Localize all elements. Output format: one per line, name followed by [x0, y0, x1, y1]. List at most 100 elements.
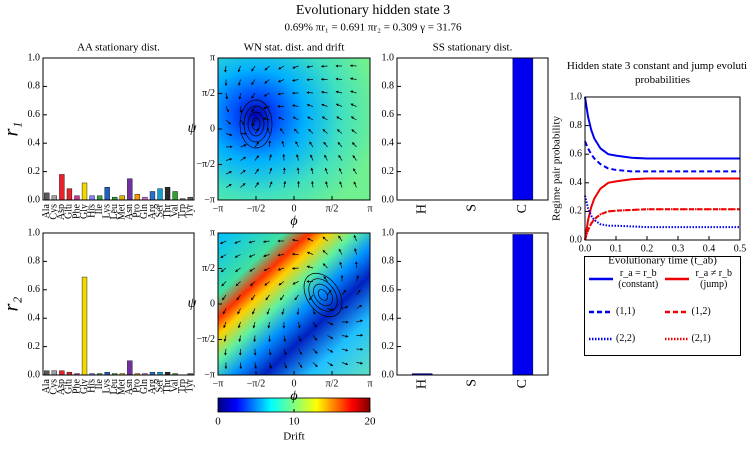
- quiver-arrow: [265, 294, 270, 301]
- quiver-arrow: [309, 294, 314, 301]
- x-tick-label: Ala: [41, 203, 52, 218]
- quiver-arrow: [264, 65, 270, 71]
- quiver-arrow: [283, 335, 287, 343]
- y-tick-label: 0.8: [382, 81, 395, 92]
- bar: [172, 191, 178, 201]
- bar: [157, 188, 163, 201]
- quiver-arrow: [341, 305, 349, 309]
- quiver-arrow: [291, 78, 299, 82]
- quiver-arrow: [307, 116, 314, 121]
- x-tick-label: Cys: [49, 379, 60, 395]
- y-tick-label: 1.0: [28, 227, 41, 238]
- y-tick-label: π: [210, 52, 215, 63]
- x-tick-label: Cys: [49, 204, 60, 220]
- quiver-arrow: [268, 348, 272, 356]
- x-tick-label: Glu: [64, 204, 75, 219]
- chart-title: WN stat. dist. and drift: [244, 42, 345, 54]
- legend-swatch: [589, 337, 613, 340]
- y-axis-label: Regime pair probability: [551, 115, 563, 221]
- x-tick-label: Trp: [177, 204, 188, 218]
- x-tick-label: S: [465, 204, 480, 212]
- y-tick-label: 0.4: [570, 177, 583, 188]
- quiver-arrow: [254, 128, 260, 134]
- x-tick-label: Ser: [154, 378, 165, 392]
- y-tick-label: 0.4: [382, 137, 395, 148]
- quiver-arrow: [251, 65, 256, 72]
- quiver-arrow: [341, 334, 349, 338]
- heatmap: [218, 233, 370, 375]
- colorbar-tick-label: 10: [289, 416, 301, 428]
- y-axis-label: ψ: [188, 121, 197, 136]
- axes-frame: [396, 57, 549, 201]
- quiver-arrow: [266, 127, 270, 134]
- quiver-arrow: [248, 254, 256, 258]
- quiver-arrow: [269, 181, 273, 188]
- y-tick-label: 1.0: [382, 227, 395, 238]
- quiver-arrow: [263, 106, 270, 110]
- quiver-arrow: [338, 248, 343, 255]
- x-tick-label: π: [367, 203, 372, 214]
- bar: [127, 178, 133, 201]
- quiver-arrow: [296, 167, 300, 175]
- quiver-arrow: [254, 141, 260, 148]
- x-tick-label: Ile: [94, 378, 105, 389]
- bar: [81, 276, 88, 376]
- x-tick-label: Asp: [56, 379, 67, 395]
- legend-entry: (1,1): [589, 300, 661, 323]
- legend-swatch: [664, 277, 689, 281]
- legend-label: (2,2): [616, 333, 636, 344]
- legend-entry: r_a = r_b (constant): [589, 262, 661, 296]
- quiver-arrow: [235, 267, 241, 272]
- y-tick-label: 0.4: [28, 137, 41, 148]
- bar: [104, 187, 110, 201]
- quiver-arrow: [262, 240, 270, 243]
- quiver-arrow: [339, 181, 343, 188]
- legend-entry: (2,2): [589, 327, 661, 350]
- quiver-arrow: [237, 308, 241, 315]
- legend-entry: (2,1): [664, 327, 737, 350]
- y-tick-label: 0.6: [28, 284, 41, 295]
- x-tick-label: Ala: [41, 378, 52, 393]
- quiver-arrow: [310, 154, 314, 161]
- x-tick-label: Asp: [56, 204, 67, 220]
- bar: [89, 195, 95, 201]
- quiver-arrow: [283, 362, 287, 369]
- x-tick-label: Arg: [147, 379, 158, 394]
- x-tick-label: 0.2: [641, 243, 654, 254]
- quiver-arrow: [240, 169, 246, 175]
- quiver-arrow: [356, 275, 359, 282]
- quiver-arrow: [263, 92, 270, 97]
- quiver-arrow: [322, 129, 328, 134]
- quiver-arrow: [321, 116, 328, 121]
- chart-title: Hidden state 3 constant and jump evoluti…: [566, 60, 747, 86]
- x-tick-label: Ile: [94, 203, 105, 214]
- quiver-arrow: [296, 154, 299, 161]
- x-tick-label: His: [86, 379, 97, 393]
- y-tick-label: 0: [210, 298, 215, 309]
- quiver-arrow: [251, 294, 256, 301]
- quiver-arrow: [291, 267, 299, 270]
- quiver-arrow: [291, 238, 299, 242]
- quiver-arrow: [277, 79, 285, 83]
- y-tick-label: −π/2: [197, 159, 215, 170]
- x-tick-label: Val: [169, 379, 180, 393]
- legend-swatch: [664, 337, 689, 340]
- quiver-arrow: [327, 362, 334, 367]
- quiver-arrow: [225, 133, 233, 136]
- legend-entry: r_a ≠ r_b (jump): [664, 262, 737, 296]
- x-tick-label: −π/2: [247, 378, 265, 389]
- quiver-arrow: [320, 90, 328, 94]
- axes-frame: [42, 232, 195, 376]
- x-tick-label: π: [367, 378, 372, 389]
- x-tick-label: Tyr: [185, 378, 196, 392]
- quiver-arrow: [269, 154, 272, 161]
- quiver-arrow: [322, 263, 328, 269]
- x-tick-label: Glu: [64, 379, 75, 394]
- chart-title: AA stationary dist.: [77, 42, 160, 54]
- row-label: r₁: [1, 122, 23, 137]
- y-tick-label: 0.6: [570, 148, 583, 159]
- quiver-arrow: [238, 335, 242, 343]
- quiver-arrow: [221, 281, 227, 287]
- x-tick-label: Met: [117, 379, 128, 395]
